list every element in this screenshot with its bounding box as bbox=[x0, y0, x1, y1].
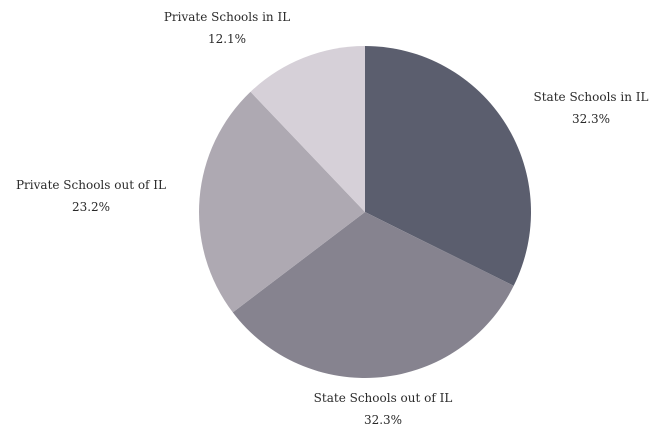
slice-value-label: 12.1% bbox=[208, 32, 246, 46]
slice-value-label: 32.3% bbox=[572, 112, 610, 126]
pie-slice[interactable] bbox=[365, 46, 531, 286]
slice-label: Private Schools out of IL bbox=[16, 178, 166, 192]
slice-value-label: 32.3% bbox=[364, 413, 402, 427]
pie-slice[interactable] bbox=[199, 91, 365, 313]
slice-label: Private Schools in IL bbox=[164, 10, 290, 24]
pie-slices bbox=[199, 46, 531, 378]
slice-label: State Schools in IL bbox=[534, 90, 649, 104]
pie-slice[interactable] bbox=[250, 46, 365, 212]
slice-labels: State Schools in IL 32.3% State Schools ou… bbox=[16, 10, 649, 427]
slice-value-label: 23.2% bbox=[72, 200, 110, 214]
slice-label: State Schools out of IL bbox=[314, 391, 453, 405]
pie-slice[interactable] bbox=[232, 212, 514, 378]
